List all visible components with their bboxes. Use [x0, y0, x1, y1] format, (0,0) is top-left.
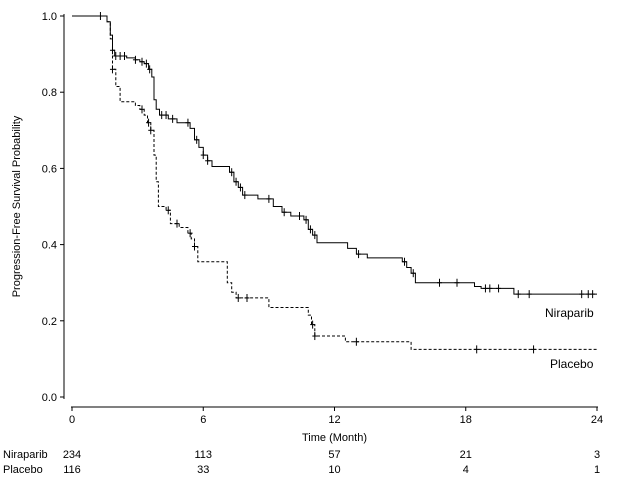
x-tick-label: 12: [328, 414, 340, 426]
censor-marks-niraparib: [97, 12, 596, 299]
risk-count: 3: [594, 449, 600, 461]
curves: [72, 12, 597, 354]
risk-count: 234: [63, 449, 81, 461]
risk-count: 113: [194, 449, 212, 461]
km-curve-placebo: [72, 15, 597, 350]
risk-count: 10: [328, 464, 340, 476]
series-label-niraparib: Niraparib: [545, 306, 594, 320]
x-ticks: 0 6 12 18 24: [69, 407, 603, 426]
x-tick-label: 24: [591, 414, 603, 426]
axes: 0.0 0.2 0.4 0.6 0.8 1.0 0 6 12 18 24: [42, 11, 603, 426]
km-curve-niraparib: [72, 15, 597, 295]
risk-count: 116: [63, 464, 81, 476]
y-tick-label: 0.2: [42, 316, 57, 328]
risk-count: 1: [594, 464, 600, 476]
risk-table: Niraparib 234 113 57 21 3 Placebo 116 33 10 4 1: [3, 449, 600, 476]
y-tick-label: 1.0: [42, 11, 57, 23]
y-axis-label: Progression-Free Survival Probability: [11, 115, 23, 297]
risk-count: 57: [328, 449, 340, 461]
x-tick-label: 6: [200, 414, 206, 426]
y-tick-label: 0.6: [42, 163, 57, 175]
y-tick-label: 0.8: [42, 87, 57, 99]
y-ticks: 0.0 0.2 0.4 0.6 0.8 1.0: [42, 11, 64, 404]
risk-count: 33: [197, 464, 209, 476]
x-axis-label: Time (Month): [302, 432, 367, 444]
risk-row-label: Niraparib: [3, 449, 48, 461]
series-label-placebo: Placebo: [550, 357, 594, 371]
y-tick-label: 0.4: [42, 240, 57, 252]
x-tick-label: 0: [69, 414, 75, 426]
y-tick-label: 0.0: [42, 392, 57, 404]
risk-row-label: Placebo: [3, 464, 43, 476]
x-tick-label: 18: [460, 414, 472, 426]
risk-count: 4: [463, 464, 469, 476]
risk-count: 21: [460, 449, 472, 461]
censor-marks-placebo: [109, 65, 537, 354]
